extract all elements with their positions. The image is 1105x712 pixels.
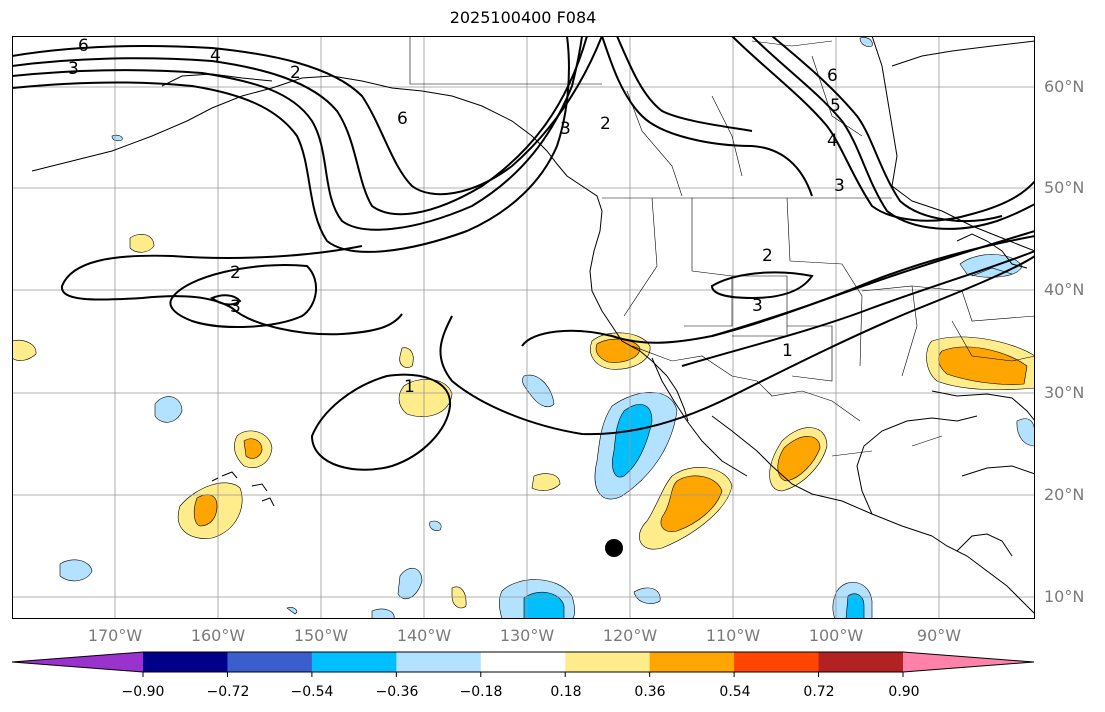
lat-label: 30°N: [1044, 383, 1085, 402]
location-marker: [605, 539, 623, 557]
colorbar-tick-label: 0.54: [719, 684, 751, 700]
anomaly-neg-pac-2: [59, 559, 93, 582]
contour-label: 6: [827, 66, 838, 86]
lon-label: 160°W: [190, 626, 246, 645]
colorbar-tick-label: −0.90: [121, 684, 165, 700]
lon-label: 90°W: [916, 626, 962, 645]
colorbar-tick-label: 0.90: [888, 684, 920, 700]
contour-label: 4: [210, 46, 221, 66]
colorbar-tick-label: −0.72: [206, 684, 250, 700]
colorbar-segment: [311, 652, 397, 672]
anomaly-small-pos-5: [451, 586, 467, 609]
anomaly-neg-pac-6: [633, 587, 661, 604]
colorbar-tick-label: 0.36: [634, 684, 666, 700]
contour-label: 6: [397, 109, 408, 129]
anomaly-neg-pac-7-dark: [845, 593, 865, 619]
colorbar-tick-label: 0.18: [550, 684, 582, 700]
map-background: [12, 36, 1035, 619]
colorbar-extend-high: [903, 652, 1034, 672]
anomaly-baja-dark: [612, 404, 653, 478]
lon-label: 120°W: [602, 626, 658, 645]
lon-label: 100°W: [808, 626, 864, 645]
anomaly-neg-aleutian: [111, 134, 123, 142]
contour-label: 1: [782, 341, 793, 361]
coastlines: [31, 36, 1035, 615]
contour-label: 2: [230, 263, 241, 283]
contour-label-group: 6 4 3 2 6 2 3 6 5 4 3 2 3 2 3 1 1: [68, 36, 845, 397]
colorbar-segment: [649, 652, 735, 672]
anomaly-small-pos-3: [129, 233, 155, 253]
colorbar-segment: [143, 652, 228, 672]
lon-label: 170°W: [87, 626, 143, 645]
shaded-anomaly-fields: [12, 37, 1035, 619]
anomaly-neg-pac-1: [154, 396, 183, 423]
contour-label: 4: [827, 131, 838, 151]
contour-label: 2: [762, 246, 773, 266]
anomaly-neg-pac-9: [371, 608, 395, 619]
contour-lines: [12, 36, 1035, 471]
colorbar-segment: [227, 652, 313, 672]
lat-label: 10°N: [1044, 587, 1085, 606]
anomaly-small-pos-2: [399, 347, 414, 368]
anomaly-small-pos-4: [12, 339, 37, 361]
anomaly-neg-hudson: [859, 37, 873, 47]
lat-label: 50°N: [1044, 178, 1085, 197]
anomaly-mexico-dark: [777, 436, 821, 482]
contour-label: 5: [830, 96, 841, 116]
anomaly-neg-pac-4: [429, 520, 442, 531]
colorbar-tick-label: −0.36: [375, 684, 419, 700]
colorbar-outline: [11, 651, 1035, 673]
colorbar-segment: [396, 652, 482, 672]
lat-lon-grid: [12, 36, 1035, 619]
colorbar-segment: [565, 652, 651, 672]
colorbar-segment: [734, 652, 820, 672]
lon-label: 150°W: [293, 626, 349, 645]
lat-label: 40°N: [1044, 280, 1085, 299]
lat-label: 20°N: [1044, 485, 1085, 504]
contour-label: 3: [68, 59, 79, 79]
map-frame: [12, 36, 1035, 619]
colorbar-tick-label: −0.54: [290, 684, 334, 700]
contour-label: 1: [404, 377, 415, 397]
contour-label: 3: [834, 176, 845, 196]
lon-label: 110°W: [705, 626, 761, 645]
colorbar-segment: [818, 652, 904, 672]
anomaly-baja-small: [522, 374, 555, 408]
contour-label: 3: [230, 297, 241, 317]
anomaly-gulf-dark: [938, 346, 1028, 385]
lon-label: 130°W: [499, 626, 555, 645]
colorbar-extend-low: [12, 652, 143, 672]
contour-label: 2: [290, 63, 301, 83]
anomaly-neg-pac-8: [286, 607, 298, 615]
anomaly-small-pos-1: [531, 473, 561, 491]
anomaly-pacific-e-dark: [660, 475, 723, 532]
contour-label: 3: [752, 296, 763, 316]
anomaly-florida: [1016, 418, 1035, 447]
weather-map: 6 4 3 2 6 2 3 6 5 4 3 2 3 2 3 1 1: [12, 36, 1035, 619]
colorbar-tick-label: 0.72: [803, 684, 835, 700]
colorbar-ticks: [142, 672, 904, 677]
colorbar-tick-label: −0.18: [459, 684, 503, 700]
anomaly-neg-pac-3: [397, 568, 423, 600]
contour-label: 2: [600, 114, 611, 134]
lat-label: 60°N: [1044, 77, 1085, 96]
colorbar-segment: [480, 652, 566, 672]
lon-label: 140°W: [396, 626, 452, 645]
colorbar-segments: [12, 652, 1034, 672]
colorbar: [11, 651, 1035, 677]
anomaly-hawaii-n-dark: [243, 438, 263, 459]
map-title: 2025100400 F084: [449, 8, 597, 27]
anomaly-neg-pac-5-dark: [523, 591, 565, 619]
contour-label: 6: [78, 36, 89, 56]
contour-label: 3: [560, 119, 571, 139]
